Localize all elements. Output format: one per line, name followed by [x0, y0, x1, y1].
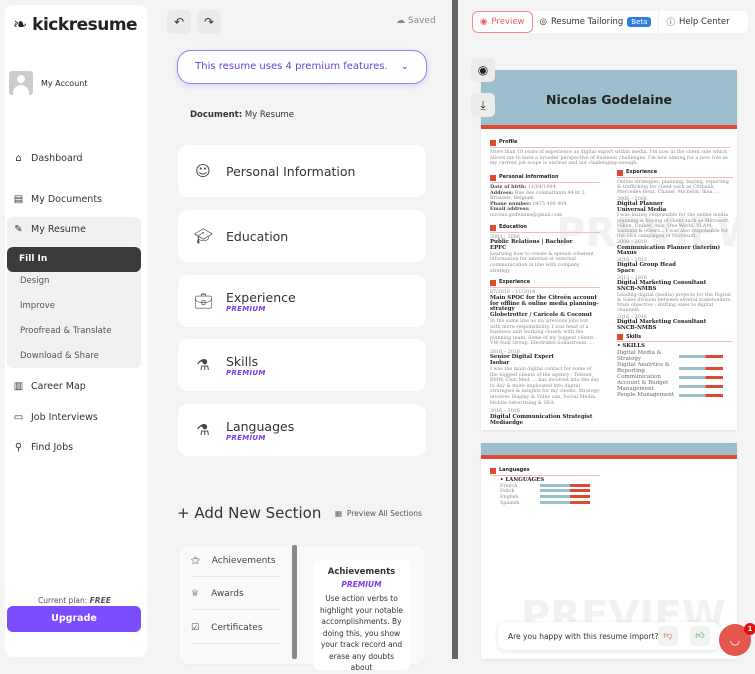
certificate-icon: ☑	[191, 623, 200, 633]
add-certificates[interactable]: ☑ Certificates	[191, 623, 281, 644]
skill-row: Communication	[617, 374, 733, 380]
section-languages[interactable]: ⚗ Languages PREMIUM	[178, 404, 426, 456]
section-education[interactable]: 🎓︎ Education	[178, 210, 426, 262]
skill-level-bar	[679, 354, 723, 358]
flask-icon: ⚗	[196, 421, 210, 439]
grid-icon: ▦	[335, 509, 343, 518]
skill-row: Account & Budget Management	[617, 380, 733, 392]
flask-icon: ⚗	[196, 356, 210, 374]
skill-row: Digital Analytics & Reporting	[617, 362, 733, 374]
trophy-icon: ♕	[191, 589, 200, 599]
cloud-icon: ☁	[396, 16, 405, 26]
download-button[interactable]: ⤓	[471, 93, 495, 117]
download-icon: ⤓	[480, 98, 486, 112]
upgrade-button[interactable]: Upgrade	[7, 606, 141, 632]
chevron-down-icon: ⌄	[400, 61, 409, 72]
my-account[interactable]: My Account	[9, 71, 87, 95]
my-resume-group	[7, 217, 141, 368]
nav-my-resume[interactable]: ✎ My Resume	[14, 224, 86, 235]
premium-badge: PREMIUM	[226, 304, 266, 313]
undo-icon: ↶	[173, 15, 185, 29]
section-experience[interactable]: 💼︎ Experience PREMIUM	[178, 275, 426, 327]
skill-level-bar	[679, 393, 723, 397]
notification-badge: 1	[744, 623, 755, 635]
edit-icon: ✎	[14, 224, 23, 235]
map-icon: ▥	[13, 381, 24, 392]
subnav-design[interactable]: Design	[20, 276, 50, 286]
redo-icon: ↷	[203, 15, 215, 29]
document-name: Document: My Resume	[190, 110, 294, 120]
nav-dashboard[interactable]: ⌂ Dashboard	[13, 153, 82, 164]
nav-job-interviews[interactable]: ▭ Job Interviews	[13, 412, 98, 423]
beta-badge: Beta	[627, 17, 652, 27]
section-tip-card: Achievements PREMIUM Use action verbs to…	[313, 560, 410, 672]
subnav-fill-in[interactable]: Fill In	[7, 247, 141, 272]
sidebar: ❧ kickresume My Account ⌂ Dashboard ▤ My D…	[5, 5, 147, 657]
skill-level-bar	[679, 375, 723, 379]
logo[interactable]: ❧ kickresume	[13, 15, 138, 35]
feedback-prompt: Are you happy with this resume import? 👎…	[498, 622, 720, 650]
add-new-section-heading: + Add New Section	[177, 504, 322, 522]
target-icon: ◎	[539, 17, 547, 27]
help-icon: ⓘ	[666, 18, 675, 28]
chat-icon: ◡	[729, 633, 741, 647]
undo-button[interactable]: ↶	[167, 10, 191, 34]
briefcase-icon: 💼︎	[194, 292, 214, 310]
thumbs-down-button[interactable]: 👎︎	[658, 626, 678, 646]
saved-status: ☁ Saved	[396, 16, 436, 26]
preview-all-sections-button[interactable]: ▦ Preview All Sections	[335, 509, 422, 518]
premium-features-banner[interactable]: This resume uses 4 premium features. ⌄	[177, 50, 427, 84]
tab-resume-tailoring[interactable]: ◎ Resume Tailoring Beta	[533, 11, 660, 33]
person-icon: ☺	[195, 162, 211, 180]
skill-row: Digital Media & Strategy	[617, 350, 733, 362]
resume-name: Nicolas Godelaine	[481, 70, 737, 125]
chat-icon: ▭	[13, 412, 24, 423]
eye-icon: ◉	[480, 17, 488, 27]
tab-preview[interactable]: ◉ Preview	[472, 11, 533, 33]
subnav-proofread[interactable]: Proofread & Translate	[20, 326, 112, 336]
editor-scrollbar[interactable]	[452, 0, 458, 659]
subnav-improve[interactable]: Improve	[20, 301, 55, 311]
preview-eye-button[interactable]: ◉	[471, 58, 495, 82]
thumbs-up-icon: 👍︎	[695, 631, 705, 641]
skill-level-bar	[679, 384, 723, 388]
premium-badge: PREMIUM	[226, 368, 266, 377]
premium-badge: PREMIUM	[226, 433, 266, 442]
section-personal-information[interactable]: ☺ Personal Information	[178, 145, 426, 197]
add-achievements[interactable]: ⚝ Achievements	[191, 556, 281, 577]
badge-star-icon: ⚝	[191, 556, 200, 566]
subnav-download-share[interactable]: Download & Share	[20, 351, 99, 361]
search-icon: ⚲	[14, 442, 23, 453]
skill-level-bar	[679, 366, 723, 370]
thumbs-down-icon: 👎︎	[663, 631, 673, 641]
section-list-scrollbar[interactable]	[292, 545, 297, 659]
preview-tabs: ◉ Preview ◎ Resume Tailoring Beta ⓘ Help Cen…	[472, 11, 748, 33]
tab-help-center[interactable]: ⓘ Help Center	[666, 17, 730, 28]
section-skills[interactable]: ⚗ Skills PREMIUM	[178, 339, 426, 391]
watermark: PREVIEW	[556, 210, 737, 256]
resume-page-1: Nicolas Godelaine PREVIEW Profile More t…	[481, 70, 737, 430]
document-icon: ▤	[13, 194, 24, 205]
graduation-cap-icon: 🎓︎	[194, 227, 214, 245]
redo-button[interactable]: ↷	[197, 10, 221, 34]
current-plan: Current plan: FREE	[38, 596, 111, 605]
nav-find-jobs[interactable]: ⚲ Find Jobs	[14, 442, 74, 453]
nav-career-map[interactable]: ▥ Career Map	[13, 381, 86, 392]
eye-icon: ◉	[477, 63, 489, 77]
avatar	[9, 71, 33, 95]
home-icon: ⌂	[15, 153, 22, 164]
nav-my-documents[interactable]: ▤ My Documents	[13, 194, 103, 205]
logo-icon: ❧	[13, 15, 27, 35]
skill-row: People Management	[617, 392, 733, 398]
add-awards[interactable]: ♕ Awards	[191, 589, 281, 610]
thumbs-up-button[interactable]: 👍︎	[690, 626, 710, 646]
